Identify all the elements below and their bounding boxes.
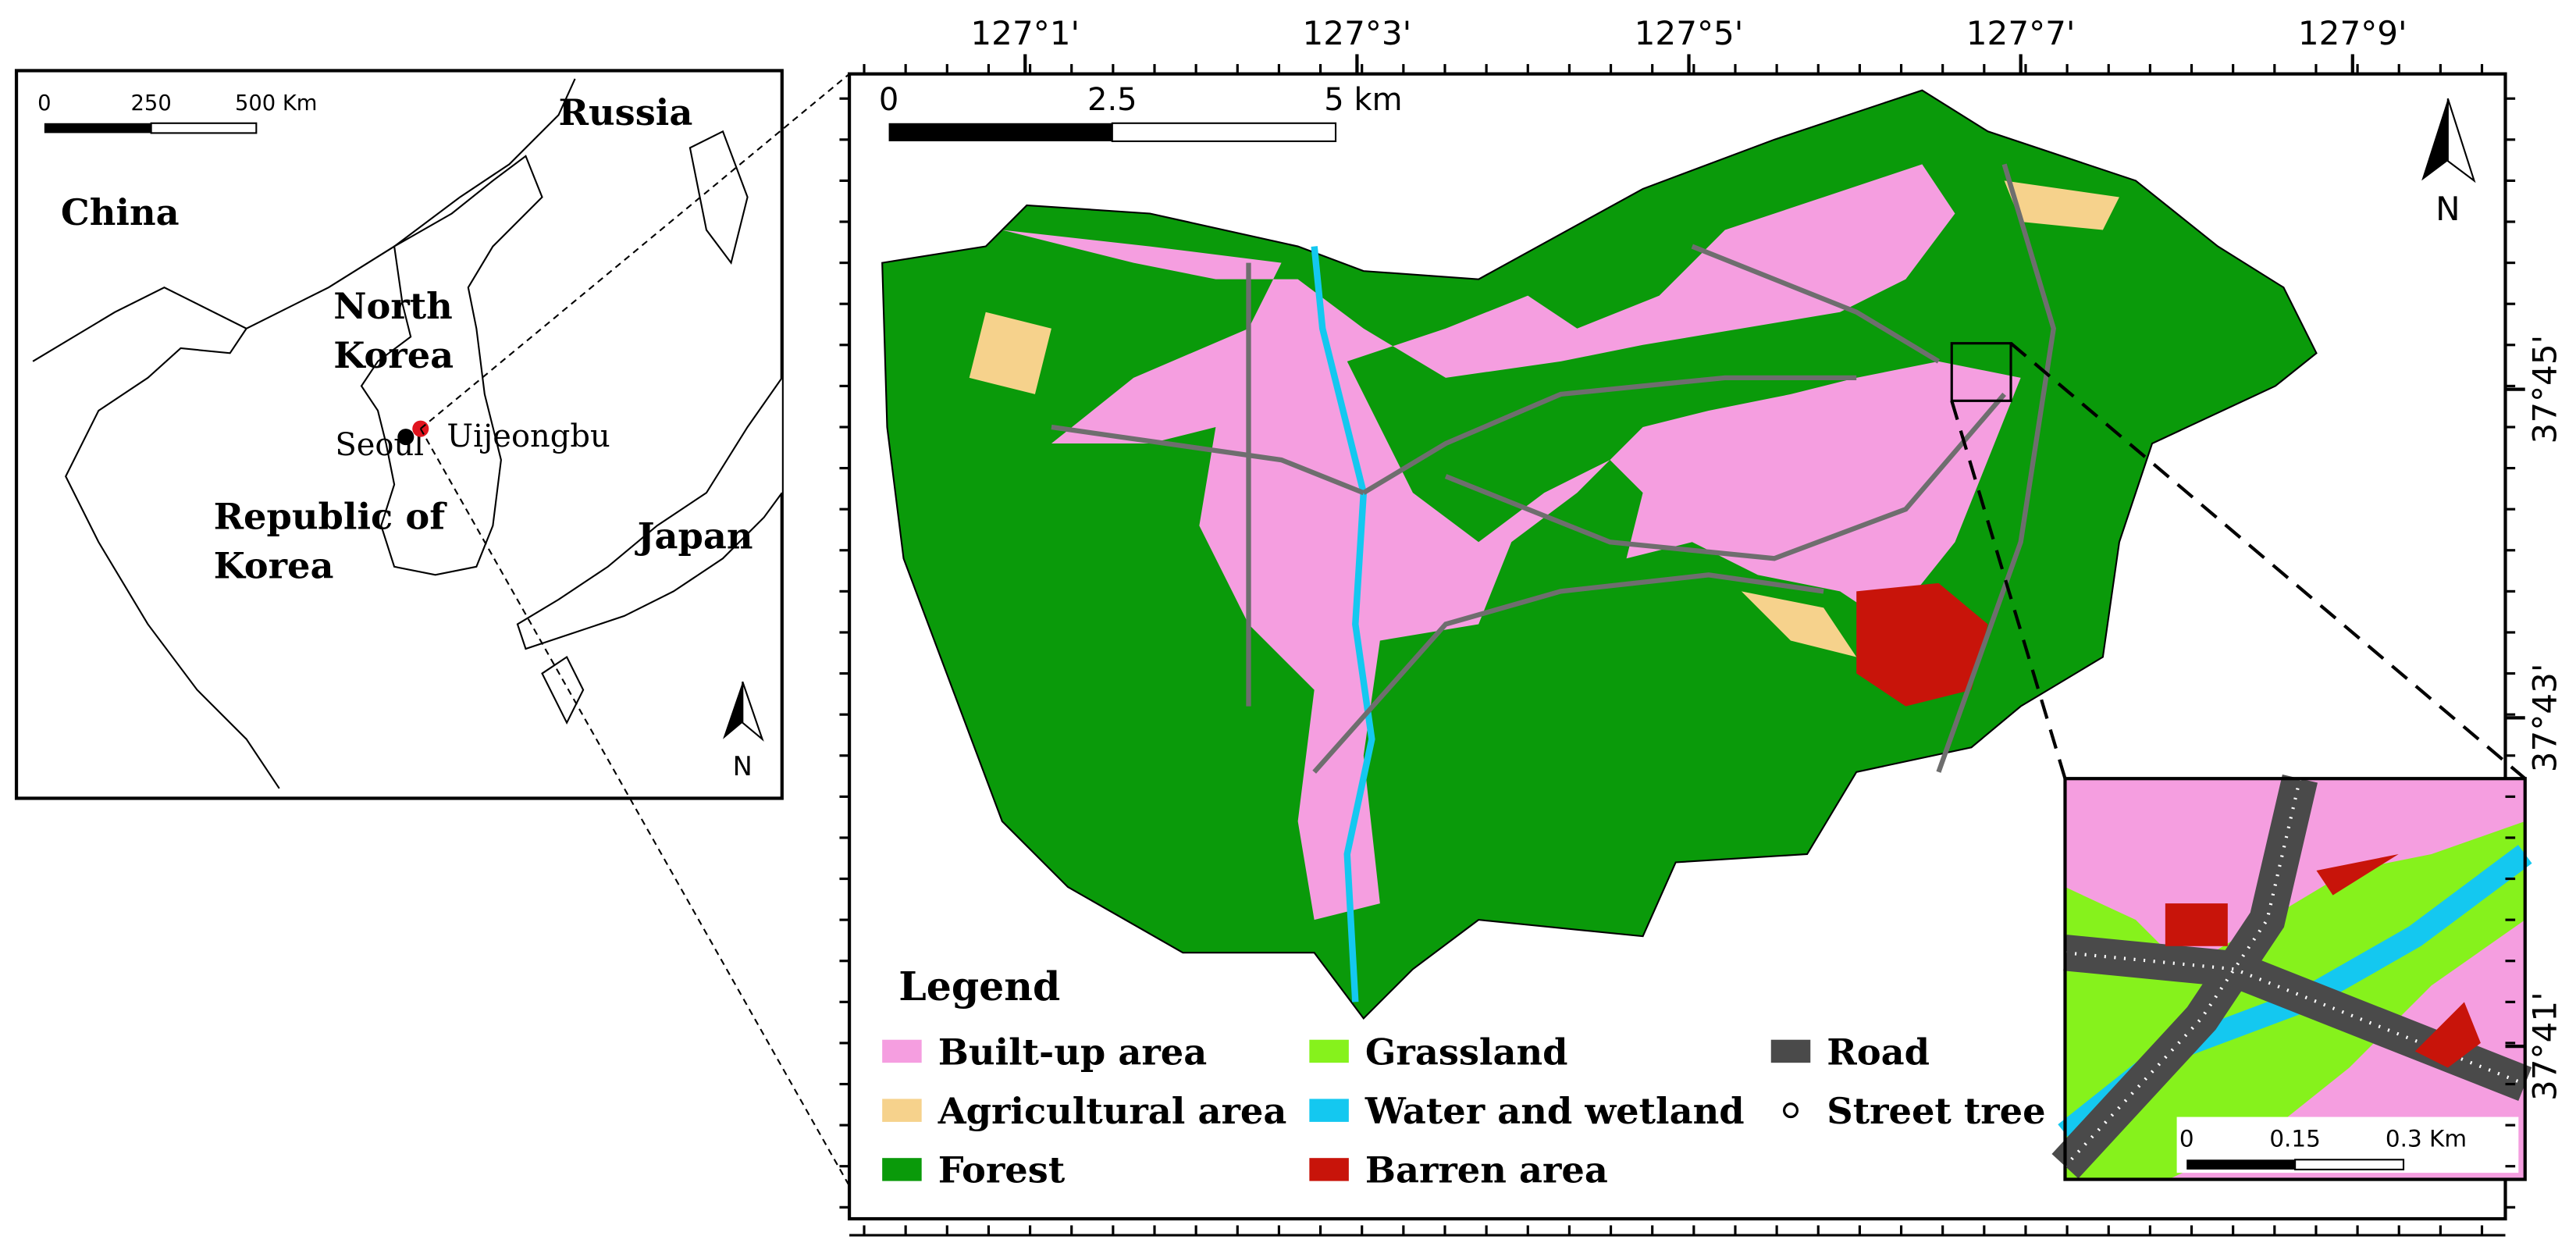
scale-label: 0 xyxy=(2179,1125,2194,1152)
legend-swatch xyxy=(882,1039,922,1063)
scale-label: 0.3 Km xyxy=(2386,1125,2467,1152)
legend-label: Street tree xyxy=(1827,1090,2045,1132)
korean-peninsula xyxy=(360,155,543,576)
legend-label: Forest xyxy=(938,1149,1066,1191)
zoom-frame xyxy=(2063,777,2527,1181)
x-coord-label: 127°5' xyxy=(1635,14,1744,52)
zoom-box xyxy=(1950,342,2012,402)
legend-swatch xyxy=(1309,1039,1349,1063)
legend-swatch xyxy=(1309,1158,1349,1181)
connector-line xyxy=(420,73,850,429)
scale-label: 0 xyxy=(879,82,898,118)
zoom-inset: 0 0.15 0.3 Km xyxy=(2051,774,2532,1181)
legend-swatch xyxy=(1309,1099,1349,1122)
zoom-connector xyxy=(1950,400,2067,779)
country-label: North xyxy=(333,285,453,327)
barren-area xyxy=(1856,582,1988,707)
legend-label: Grassland xyxy=(1365,1031,1568,1073)
legend-label: Barren area xyxy=(1365,1149,1608,1191)
country-label: Korea xyxy=(214,545,334,587)
barren-area xyxy=(2165,903,2228,946)
x-coord-label: 127°3' xyxy=(1303,14,1412,52)
legend-label: Road xyxy=(1827,1031,1930,1073)
legend-swatch xyxy=(882,1099,922,1122)
scale-bar-black xyxy=(44,123,151,134)
north-arrow xyxy=(742,681,764,742)
scale-label: 0.15 xyxy=(2269,1125,2321,1152)
connector-line xyxy=(419,428,850,1187)
built-up-area xyxy=(1002,164,2021,921)
scale-bar-white xyxy=(1111,122,1337,142)
north-arrow xyxy=(723,682,743,739)
legend-label: Water and wetland xyxy=(1364,1090,1745,1132)
scale-bar-white xyxy=(150,122,258,134)
scale-label: 250 xyxy=(131,91,172,116)
legend-title: Legend xyxy=(898,963,1060,1010)
x-coord-label: 127°9' xyxy=(2298,14,2407,52)
barren-area xyxy=(2316,853,2481,1068)
y-coord-label: 37°41' xyxy=(2526,992,2564,1101)
zoom-connector xyxy=(2009,342,2527,780)
y-coord-label: 37°43' xyxy=(2526,664,2564,773)
legend-swatch xyxy=(1770,1039,1811,1063)
scale-label: 500 Km xyxy=(235,91,317,116)
study-area-forest xyxy=(881,89,2318,1020)
scale-bar-white xyxy=(2294,1159,2405,1170)
north-label: N xyxy=(2435,190,2460,228)
legend-swatch xyxy=(882,1158,922,1181)
mainland-coast xyxy=(32,78,576,789)
country-label: Russia xyxy=(559,91,693,134)
city-label: Uijeongbu xyxy=(447,418,610,454)
x-coord-label: 127°1' xyxy=(970,14,1080,52)
country-label: China xyxy=(61,191,180,233)
scale-label: 5 km xyxy=(1324,82,1402,118)
seoul-marker xyxy=(397,429,415,446)
x-coord-label: 127°7' xyxy=(1966,14,2076,52)
country-label: Korea xyxy=(333,334,454,376)
legend-label: Agricultural area xyxy=(938,1090,1287,1132)
japan-coast xyxy=(516,130,783,725)
road xyxy=(1051,163,2056,774)
scale-bar-black xyxy=(2186,1159,2296,1170)
scale-label: 2.5 xyxy=(1087,82,1137,118)
country-label: Republic of xyxy=(214,495,448,537)
y-coord-label: 37°45' xyxy=(2526,335,2564,444)
overview-map: 0 250 500 Km Russia China North Korea Re… xyxy=(14,69,784,800)
river xyxy=(1311,246,1375,1002)
legend-label: Built-up area xyxy=(938,1031,1208,1073)
north-label: N xyxy=(733,751,753,782)
north-arrow xyxy=(2446,98,2476,183)
scale-bar-black xyxy=(888,123,1112,141)
legend-swatch xyxy=(1783,1102,1799,1119)
country-label: Japan xyxy=(635,515,753,557)
scale-label: 0 xyxy=(37,91,51,116)
